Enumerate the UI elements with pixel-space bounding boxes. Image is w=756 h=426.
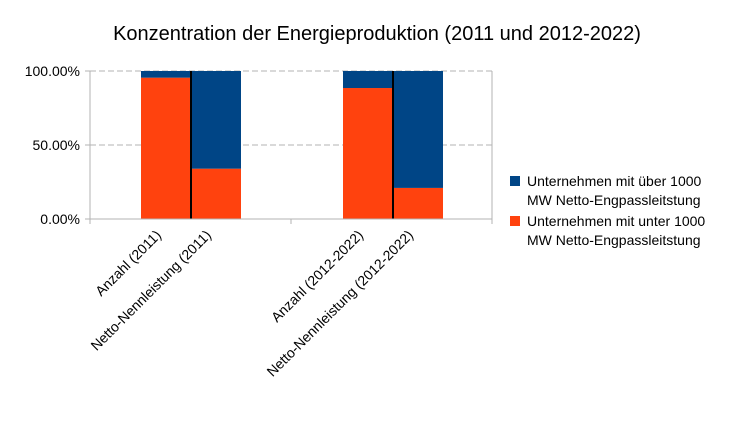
y-tick-label: 0.00%: [40, 211, 80, 227]
category-labels: Anzahl (2011)Netto-Nennleistung (2011) An…: [87, 227, 416, 380]
legend: Unternehmen mit über 1000 MW Netto-Engpas…: [510, 173, 705, 248]
bar-segment-ueber-1000: [191, 71, 241, 169]
legend-label: MW Netto-Engpassleitstung: [527, 192, 701, 208]
bar-segment-unter-1000: [393, 187, 443, 219]
connector-lines: [190, 71, 394, 219]
legend-swatch: [510, 176, 520, 186]
bar-segment-unter-1000: [343, 88, 393, 220]
bar-segment-unter-1000: [141, 77, 191, 219]
legend-swatch: [510, 216, 520, 226]
y-tick-label: 100.00%: [25, 63, 80, 79]
bar-segment-unter-1000: [191, 168, 241, 219]
axes: [85, 70, 493, 224]
legend-label: Unternehmen mit unter 1000: [527, 213, 705, 229]
chart-title: Konzentration der Energieproduktion (201…: [113, 23, 641, 45]
bar-segment-ueber-1000: [141, 71, 191, 78]
y-tick-labels: 100.00% 50.00% 0.00%: [25, 63, 80, 227]
y-tick-label: 50.00%: [33, 137, 80, 153]
category-label: Anzahl (2012-2022): [268, 227, 366, 325]
bars: [141, 71, 443, 220]
bar-segment-ueber-1000: [343, 71, 393, 89]
legend-label: Unternehmen mit über 1000: [527, 173, 702, 189]
bar-segment-ueber-1000: [393, 71, 443, 188]
legend-label: MW Netto-Engpassleitstung: [527, 232, 701, 248]
